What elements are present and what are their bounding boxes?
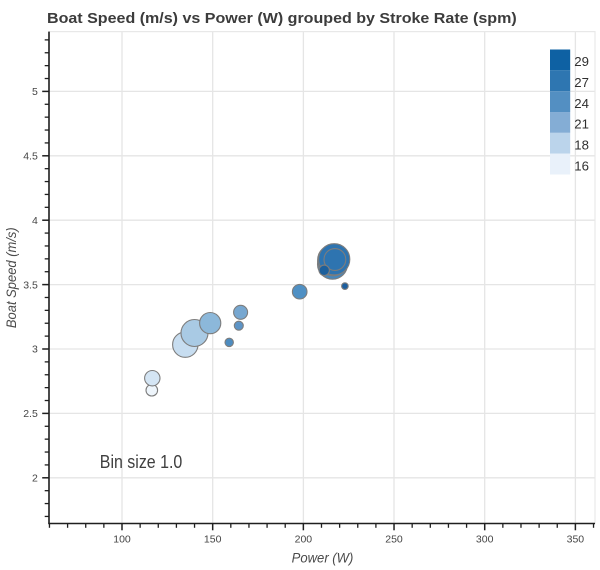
svg-text:16: 16 [574, 158, 589, 173]
svg-text:18: 18 [574, 138, 589, 153]
svg-text:Power (W): Power (W) [292, 550, 354, 566]
svg-text:200: 200 [295, 534, 313, 546]
svg-text:250: 250 [385, 534, 403, 546]
svg-text:3.5: 3.5 [23, 279, 38, 291]
svg-text:24: 24 [574, 96, 589, 111]
svg-text:21: 21 [574, 117, 589, 132]
svg-text:150: 150 [204, 534, 222, 546]
svg-text:5: 5 [32, 86, 38, 98]
svg-text:2: 2 [32, 473, 38, 485]
svg-text:Boat Speed (m/s) vs Power (W): Boat Speed (m/s) vs Power (W) grouped by… [47, 10, 517, 27]
svg-text:Boat Speed (m/s): Boat Speed (m/s) [4, 227, 19, 328]
svg-text:3: 3 [32, 344, 38, 356]
svg-text:4: 4 [32, 215, 38, 227]
svg-text:100: 100 [113, 534, 131, 546]
svg-text:2.5: 2.5 [23, 408, 38, 420]
svg-text:300: 300 [476, 534, 494, 546]
svg-text:4.5: 4.5 [23, 151, 38, 163]
svg-text:350: 350 [567, 534, 585, 546]
svg-text:27: 27 [574, 75, 589, 90]
svg-text:Bin size 1.0: Bin size 1.0 [100, 452, 183, 472]
svg-text:29: 29 [574, 54, 589, 69]
